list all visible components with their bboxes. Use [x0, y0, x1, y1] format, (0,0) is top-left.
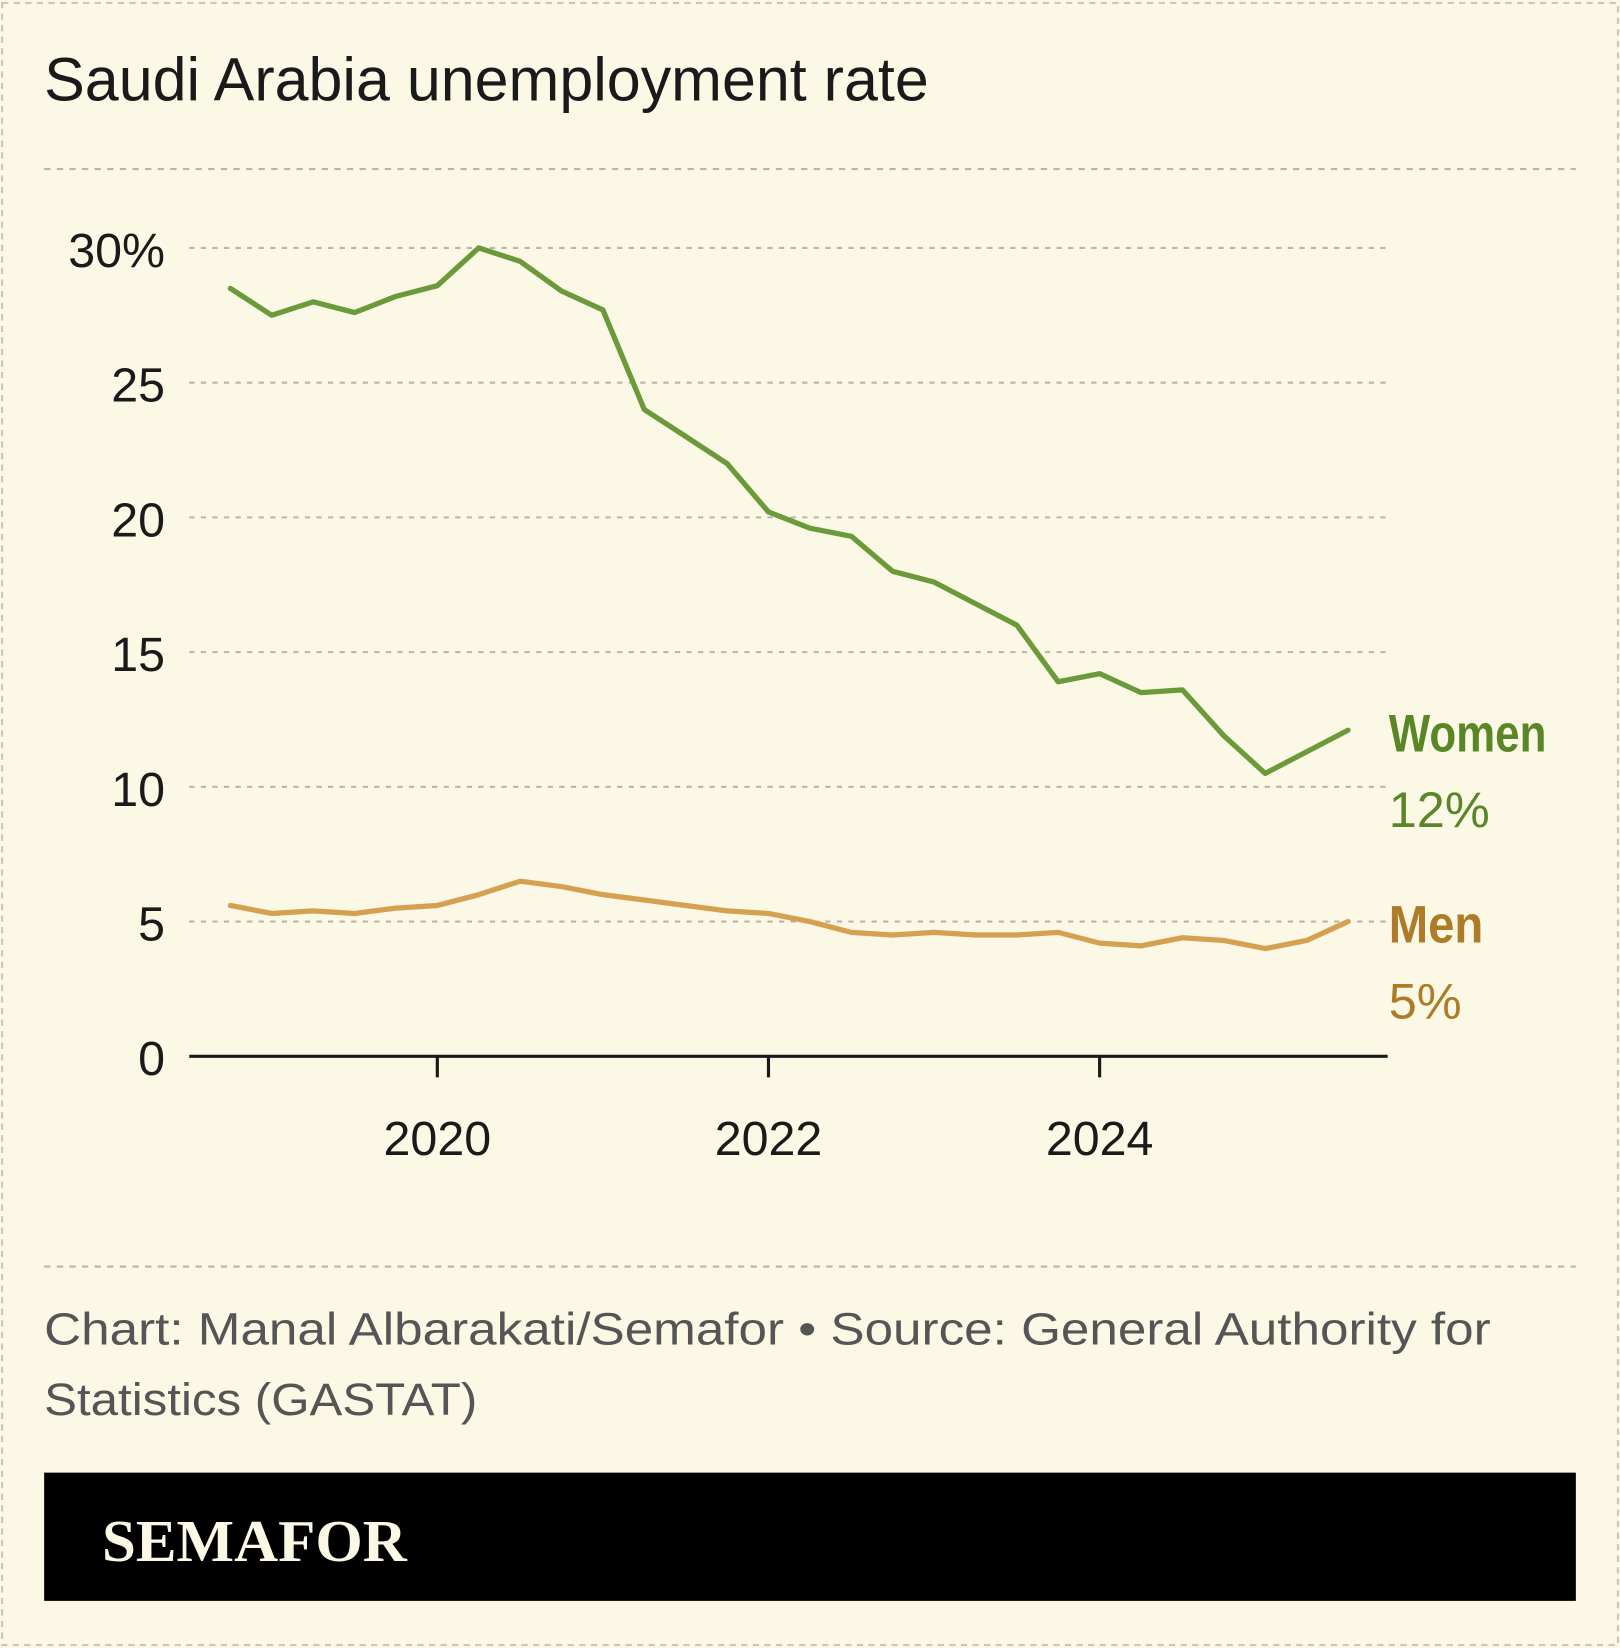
- series-end-value-women: 12%: [1389, 781, 1490, 838]
- y-axis: 0 5 10 15 20 25 30%: [68, 224, 165, 1086]
- chart-title: Saudi Arabia unemployment rate: [44, 46, 929, 114]
- y-tick-label: 15: [111, 628, 165, 682]
- y-tick-label: 25: [111, 359, 165, 413]
- credit-line-1: Chart: Manal Albarakati/Semafor • Source…: [44, 1303, 1491, 1354]
- x-axis: 2020 2022 2024: [384, 1056, 1154, 1166]
- x-tick-label: 2022: [715, 1112, 823, 1166]
- credit-line-2: Statistics (GASTAT): [44, 1374, 477, 1425]
- series-end-value-men: 5%: [1389, 972, 1462, 1029]
- y-tick-label: 0: [138, 1032, 165, 1086]
- y-tick-label: 30%: [68, 224, 165, 278]
- series-line-men: [227, 878, 1351, 952]
- x-tick-label: 2020: [384, 1112, 492, 1166]
- series-line-women: [227, 245, 1351, 777]
- y-tick-label: 20: [111, 493, 165, 547]
- series-name-men: Men: [1389, 896, 1484, 955]
- semafor-logo: SEMAFOR: [102, 1509, 408, 1574]
- plot-area: [227, 245, 1351, 952]
- x-tick-label: 2024: [1046, 1112, 1154, 1166]
- series-labels: Women 12% Men 5%: [1389, 704, 1547, 1029]
- grid: [189, 246, 1386, 923]
- y-tick-label: 5: [138, 898, 165, 952]
- y-tick-label: 10: [111, 763, 165, 817]
- footer-bar: [44, 1472, 1576, 1601]
- series-name-women: Women: [1389, 704, 1547, 763]
